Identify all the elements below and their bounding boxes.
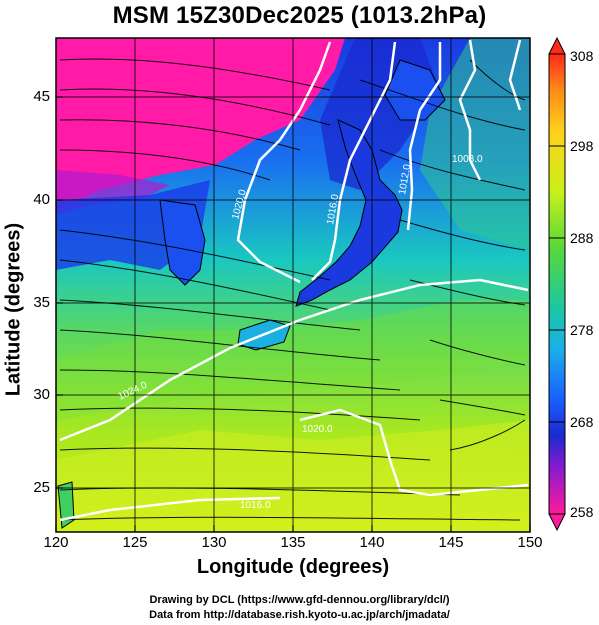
- colorbar-max-arrow: [548, 36, 566, 55]
- colorbar-tick-label: 298: [570, 138, 594, 154]
- x-tick-label: 140: [359, 534, 385, 551]
- x-axis-title: Longitude (degrees): [196, 556, 390, 578]
- y-tick-label: 35: [33, 294, 50, 311]
- x-tick-label: 120: [43, 534, 69, 551]
- x-tick-label: 145: [438, 534, 464, 551]
- map-title: MSM 15Z30Dec2025 (1013.2hPa): [112, 2, 487, 29]
- y-axis-title: Latitude (degrees): [2, 222, 25, 397]
- y-tick-label: 30: [33, 386, 50, 403]
- contour-label: 1008.0: [452, 154, 483, 165]
- colorbar-min-arrow: [548, 513, 566, 532]
- y-tick-label: 45: [33, 88, 50, 105]
- colorbar-tick-label: 258: [570, 504, 594, 520]
- temperature-field: [56, 38, 530, 532]
- y-tick-label: 25: [33, 479, 50, 496]
- x-tick-label: 150: [517, 534, 543, 551]
- pressure-contours: [59, 39, 529, 522]
- colorbar-gradient: [548, 53, 566, 515]
- contour-label: 1012.0: [397, 163, 413, 195]
- credit-data: Data from http://database.rish.kyoto-u.a…: [149, 609, 450, 621]
- contour-label: 1020.0: [302, 424, 333, 435]
- contour-label: 1016.0: [240, 500, 271, 511]
- colorbar-tick-label: 268: [570, 414, 594, 430]
- graticule: [56, 38, 530, 532]
- axis-ticks: [55, 96, 531, 532]
- colorbar-tick-label: 308: [570, 48, 594, 64]
- credit-drawing: Drawing by DCL (https://www.gfd-dennou.o…: [149, 594, 450, 606]
- contour-label: 1016.0: [325, 193, 341, 225]
- colorbar: [548, 36, 566, 532]
- y-tick-label: 40: [33, 191, 50, 208]
- colorbar-tick-label: 288: [570, 230, 594, 246]
- x-tick-label: 125: [122, 534, 148, 551]
- x-tick-label: 135: [280, 534, 306, 551]
- colorbar-tick-label: 278: [570, 322, 594, 338]
- x-tick-label: 130: [201, 534, 227, 551]
